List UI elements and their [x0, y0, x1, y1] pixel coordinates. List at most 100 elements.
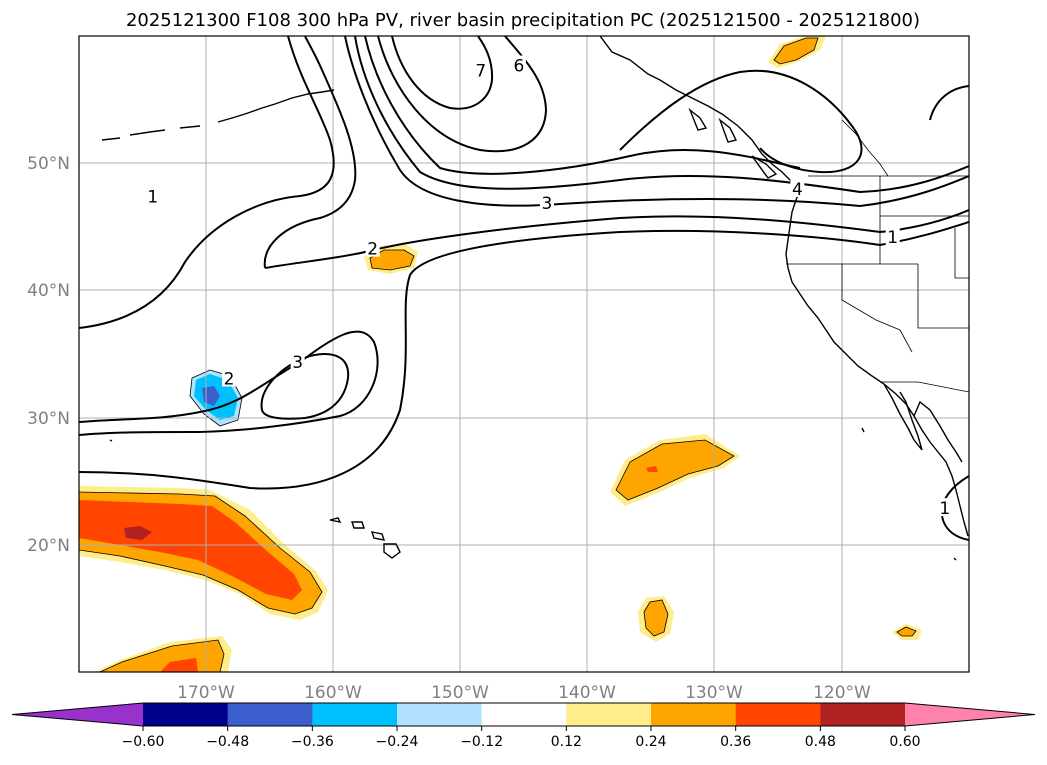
colorbar-swatch	[227, 703, 313, 726]
contour-label-bg	[365, 238, 380, 257]
colorbar-tick-label: 0.24	[635, 734, 666, 750]
small-islands	[109, 427, 957, 561]
shade-ne-orange	[774, 38, 818, 64]
contour-label: 6	[514, 57, 525, 77]
x-tick-label: 130°W	[685, 683, 743, 703]
contour-ne-loop	[619, 69, 863, 174]
contour-labels: 1 2 3 4 1 6 7 3 2 1	[145, 55, 952, 519]
shade-east-orange	[616, 440, 734, 500]
map-frame	[78, 35, 970, 673]
contour-label: 2	[367, 240, 378, 260]
hawaii-islands	[329, 517, 401, 559]
contour-7	[391, 36, 494, 110]
x-tick-label: 150°W	[431, 683, 489, 703]
contour-label-bg	[511, 55, 526, 74]
shade-sw-red	[160, 658, 198, 672]
contour-2-north	[263, 36, 357, 269]
contour-2	[79, 330, 379, 436]
colorbar-swatch	[566, 703, 652, 726]
colorbar-swatch	[397, 703, 483, 726]
shade-east-red	[646, 466, 658, 472]
colorbar-swatch	[651, 703, 737, 726]
contour-label: 1	[887, 228, 898, 248]
chart-title: 2025121300 F108 300 hPa PV, river basin …	[126, 10, 920, 31]
y-tick-label: 50°N	[27, 154, 70, 174]
contour-label-bg	[145, 186, 160, 205]
x-tick-label: 120°W	[813, 683, 871, 703]
shade-west-band-dark	[124, 526, 152, 540]
contour-label-bg	[222, 368, 237, 387]
colorbar-tick-label: −0.12	[460, 734, 503, 750]
colorbar-swatch	[312, 703, 398, 726]
colorbar-swatch	[735, 703, 821, 726]
colorbar-tick-label: 0.12	[551, 734, 582, 750]
contour-label: 3	[292, 353, 303, 373]
shade-outlines	[79, 37, 917, 672]
contour-1-west	[79, 36, 335, 329]
y-axis-ticks: 50°N 40°N 30°N 20°N	[27, 154, 70, 556]
contour-label-bg	[290, 351, 305, 370]
colorbar-extend-high	[905, 703, 1035, 726]
contour-3-central	[344, 36, 969, 208]
contour-label: 3	[541, 194, 552, 214]
colorbar-tick-label: −0.36	[291, 734, 334, 750]
colorbar-swatch	[143, 703, 229, 726]
colorbar-tick-label: −0.60	[122, 734, 165, 750]
x-axis-ticks: 170°W 160°W 150°W 140°W 130°W 120°W	[177, 683, 871, 703]
outline-sw	[99, 639, 225, 672]
baja-peninsula	[883, 383, 923, 451]
outline-blue	[189, 369, 243, 427]
y-tick-label: 30°N	[27, 409, 70, 429]
outline-ne	[773, 37, 819, 65]
contour-label: 7	[475, 62, 486, 82]
outline-center	[369, 249, 415, 271]
gridlines	[79, 36, 969, 672]
outline-west-band	[79, 491, 323, 615]
bc-islands	[688, 107, 778, 179]
coastlines	[101, 36, 969, 561]
colorbar-swatch	[481, 703, 567, 726]
shade-center-orange	[370, 250, 414, 270]
contour-label-bg	[790, 178, 805, 197]
x-tick-label: 170°W	[177, 683, 235, 703]
contour-label: 1	[147, 188, 158, 208]
shade-small-orange	[644, 600, 668, 636]
colorbar-tick-label: −0.48	[206, 734, 249, 750]
contour-ne-upper	[929, 85, 969, 121]
alaska-coast	[599, 36, 801, 191]
contour-3	[260, 353, 350, 420]
colorbar-tick-label: 0.60	[889, 734, 920, 750]
outline-small	[643, 599, 669, 637]
map-area: 1 2 3 4 1 6 7 3 2 1	[78, 35, 970, 673]
contour-1-main	[79, 221, 969, 490]
contour-label-bg	[539, 192, 554, 211]
x-tick-label: 140°W	[558, 683, 616, 703]
y-tick-label: 40°N	[27, 281, 70, 301]
gulf-coast	[913, 400, 963, 463]
aleutian-islands	[101, 89, 335, 141]
contour-6	[377, 36, 548, 153]
contour-5	[364, 36, 801, 175]
colorbar-tick-label: 0.36	[720, 734, 751, 750]
alaska-border	[841, 119, 889, 177]
colorbar-tick-label: −0.24	[376, 734, 419, 750]
contour-label: 1	[939, 499, 950, 519]
outline-east	[615, 439, 735, 501]
y-tick-label: 20°N	[27, 536, 70, 556]
contour-label: 4	[792, 180, 803, 200]
contour-label-bg	[937, 498, 952, 517]
state-borders	[786, 176, 969, 393]
contour-label: 2	[224, 369, 235, 389]
colorbar-swatch	[820, 703, 906, 726]
contour-label-bg	[473, 60, 488, 79]
outline-se	[896, 626, 917, 637]
colorbar-extend-low	[12, 703, 143, 726]
contour-label-bg	[885, 227, 900, 246]
contour-4	[354, 36, 969, 194]
colorbar: −0.60 −0.48 −0.36 −0.24 −0.12 0.12 0.24 0.36 0.4…	[11, 702, 1036, 750]
x-tick-label: 160°W	[304, 683, 362, 703]
north-america-coast	[785, 189, 969, 537]
colorbar-tick-label: 0.48	[805, 734, 836, 750]
shade-west-band-red	[79, 500, 302, 600]
